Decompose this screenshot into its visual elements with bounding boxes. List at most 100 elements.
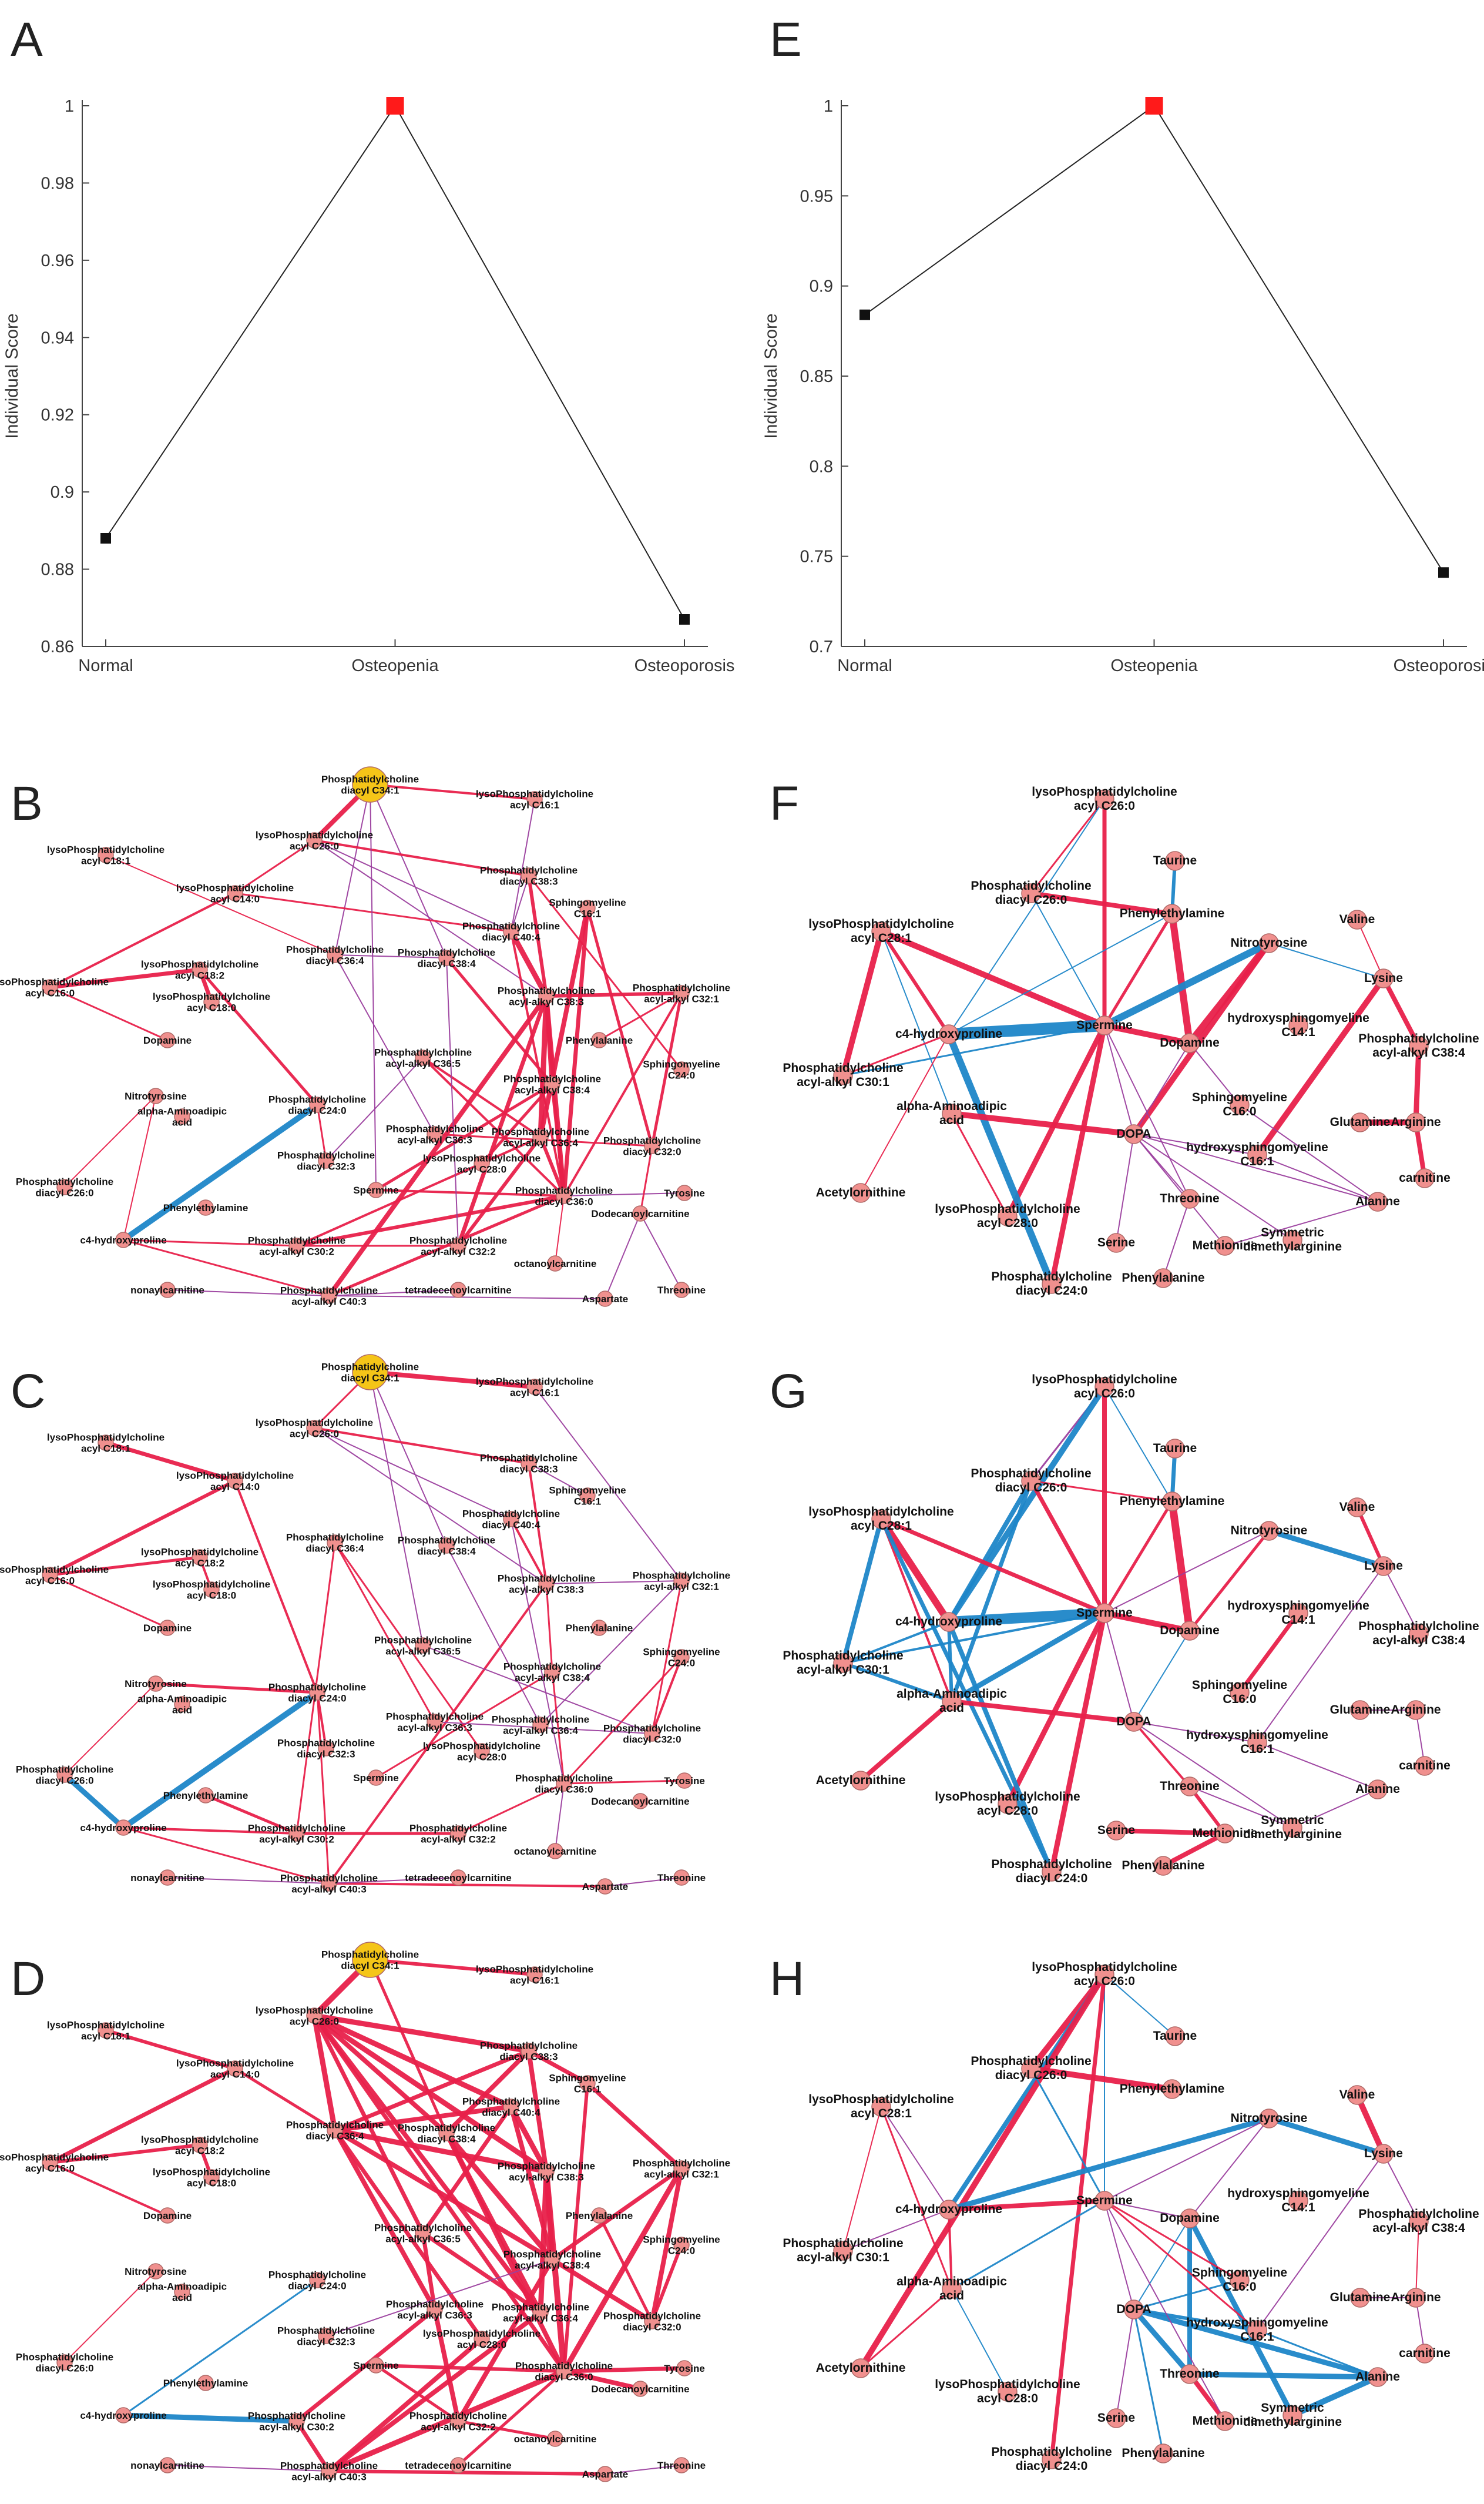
node-pc240 [309,2272,325,2288]
node-label-line: acyl-alkyl C30:1 [797,2251,889,2264]
node-label-line: acyl-alkyl C36:5 [385,1646,461,1657]
node-label-pcaa384: Phosphatidylcholine acyl-alkyl C38:4 [1358,1032,1479,1060]
node-label-pc240: Phosphatidylcholine diacyl C24:0 [268,2270,366,2292]
edge-dopa-sm160 [1133,2279,1241,2311]
node-pcaa322 [450,1825,466,1842]
node-aaa [174,2284,190,2300]
node-label-line: Phosphatidylcholine [971,1467,1091,1480]
node-label-tyr: Tyrosine [664,2363,705,2374]
edge-sm161-pc360 [562,906,590,1198]
edge-methionine-phe [1161,1831,1227,1868]
edge-lpc181-lpc140 [103,1440,237,1483]
node-label-line: Phosphatidylcholine [277,1150,375,1161]
edge-dopa-sdma [1133,1721,1293,1828]
node-label-line: acid [939,1114,964,1127]
node-alanine [1368,2367,1388,2387]
node-label-line: hydroxysphingomyeline [1186,2316,1328,2329]
node-label-lpc181: lysoPhosphatidylcholine acyl C18:1 [47,844,164,867]
node-pcaa363 [427,1126,443,1142]
node-label-line: Glutamine [1330,2291,1391,2304]
node-label-pcaa363: Phosphatidylcholine acyl-alkyl C36:3 [386,1124,484,1146]
node-label-dopa: DOPA [1116,2302,1151,2316]
edge-pc384-pcaa384 [445,956,554,1086]
node-label-line: hydroxysphingomyeline [1227,1011,1369,1025]
node-label-line: lysoPhosphatidylcholine [476,1376,593,1387]
node-label-nonayl: nonaylcarnitine [130,1285,204,1296]
node-label-pea: Phenylethylamine [1120,907,1225,920]
node-label-line: Phosphatidylcholine [16,2352,113,2363]
node-label-pc240: Phosphatidylcholine diacyl C24:0 [991,2445,1112,2473]
edge-pc383-pc364 [333,2049,531,2133]
node-label-line: diacyl C24:0 [288,2281,346,2292]
edge-phe-pc320 [597,2214,654,2323]
node-label-line: Spermine [1076,2194,1133,2207]
edge-pcaa363-pcaa322 [432,2307,461,2423]
node-label-dopamine: Dopamine [1160,1624,1220,1637]
edge-sm161-pc360 [562,2081,589,2373]
node-label-line: Methionine [1193,2414,1258,2428]
node-label-line: Sphingomyeline [549,1485,626,1496]
node-label-line: diacyl C24:0 [1016,1284,1088,1298]
edge-pc364-pcaa363 [334,954,435,1135]
node-label-line: Phosphatidylcholine [398,947,495,958]
node-label-lpc260: lysoPhosphatidylcholine acyl C26:0 [1032,1373,1177,1400]
node-lpc280 [474,1743,490,1759]
node-label-pc364: Phosphatidylcholine diacyl C36:4 [286,2120,384,2142]
node-pc260 [1021,2059,1041,2079]
edge-pc240-c4hyp [120,1690,320,1831]
data-point [100,533,111,544]
node-taurine [1165,851,1185,871]
node-nonayl [159,2457,176,2473]
edge-lpc260-acetyl [858,1972,1107,2371]
node-label-lpc280: lysoPhosphatidylcholine acyl C28:0 [935,2378,1080,2405]
edge-pcaa383-pcaa364 [538,993,549,1140]
y-tick-label: 0.98 [41,174,74,193]
edge-pc364-pcaa363 [333,2128,437,2312]
node-pc320 [644,1725,660,1742]
node-label-line: C16:0 [1223,1692,1256,1706]
edge-pea-spermine [1103,1500,1174,1615]
node-lpc260 [1094,789,1114,809]
node-label-acetyl: Acetylornithine [816,1774,906,1787]
node-label-line: Phosphatidylcholine [277,2325,375,2337]
node-label-line: diacyl C24:0 [1016,2459,1088,2473]
edge-methionine-alanine [1224,1201,1378,1246]
node-label-lysine: Lysine [1364,1559,1403,1573]
node-hsm161 [1247,1732,1267,1752]
node-pea [197,1787,214,1804]
node-label-line: diacyl C34:1 [341,1373,399,1384]
edge-tyr-pc360 [563,1779,686,1785]
edge-pcaa403-nonayl [167,1289,330,1296]
node-label-line: acyl C28:0 [457,2339,506,2351]
node-label-line: acyl C28:1 [851,1519,912,1533]
edge-lpc140-lpc160 [48,1479,237,1577]
edge-aaa-acetyl [859,2288,953,2369]
node-lpc260 [1094,1965,1114,1985]
node-label-line: Threonine [1160,1192,1220,1205]
node-label-aaa: alpha-Aminoadipic acid [897,2275,1007,2302]
node-sm160 [1230,1682,1250,1702]
node-label-line: acyl C16:0 [25,2163,75,2174]
edge-pcaa383-pcaa364 [538,2168,549,2315]
network-B: Phosphatidylcholine diacyl C34:1 lysoPhosp… [0,766,730,1308]
node-dopamine [1180,2208,1200,2228]
node-hsm161 [1247,2320,1267,2340]
edge-threonine-sdma [1189,1786,1293,1828]
node-lpc280 [474,1155,490,1172]
edge-nitro-pc260 [64,2271,156,2363]
node-label-serine: Serine [1097,1823,1135,1837]
node-pc34 [352,766,388,803]
node-label-line: Nitrotyrosine [1231,2111,1308,2125]
node-label-line: acyl C28:1 [851,931,912,945]
node-label-lysine: Lysine [1364,971,1403,985]
node-tyr [676,1772,693,1789]
edge-lpc281-c4hyp [879,930,951,1036]
node-label-glutamine: Glutamine [1330,2291,1391,2304]
node-label-sdma: Symmetric dimethylarginine [1243,2401,1342,2429]
edge-pcaa384-lpc280 [480,1082,554,1165]
node-label-line: Sphingomyeline [643,1059,720,1070]
node-label-line: C16:1 [1240,1155,1274,1168]
node-taurine [1165,2026,1185,2046]
node-label-carnitine: carnitine [1399,1759,1451,1772]
node-label-line: Alanine [1355,2370,1400,2384]
